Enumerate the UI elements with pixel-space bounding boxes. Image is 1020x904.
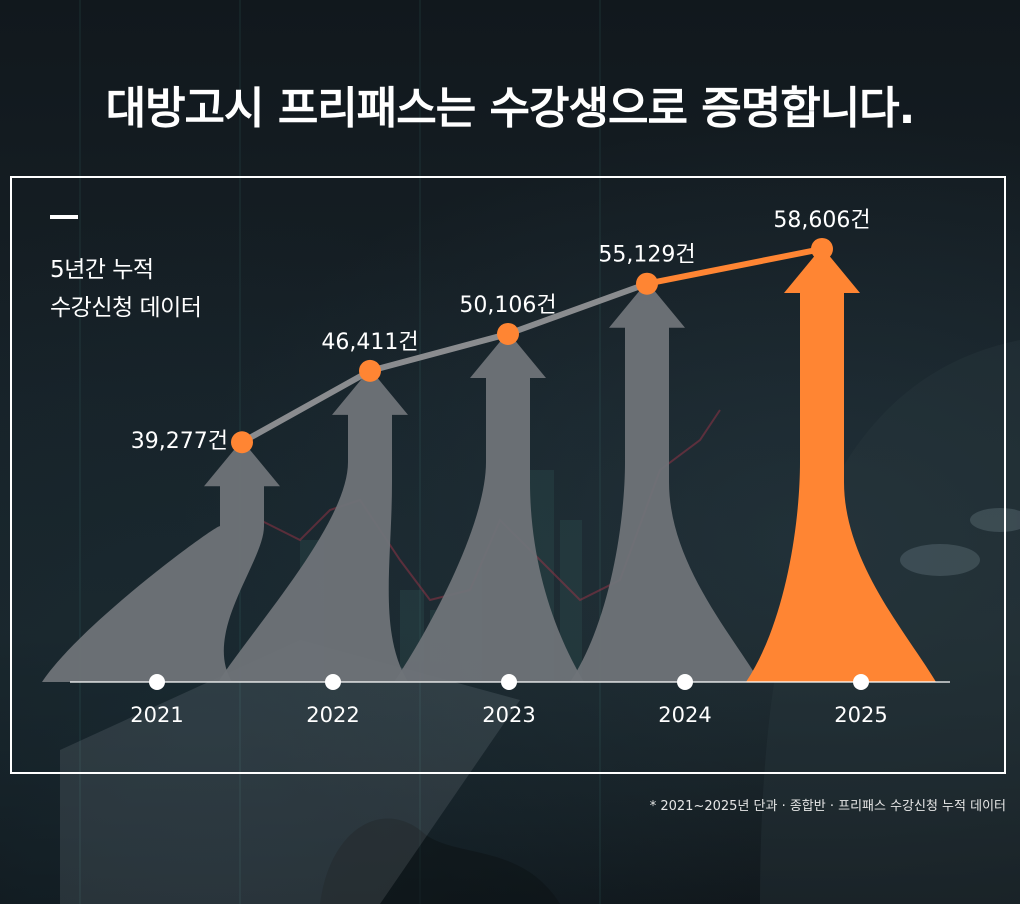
footnote: * 2021~2025년 단과 · 종합반 · 프리패스 수강신청 누적 데이터 [649,799,1006,814]
growth-arrow-2024 [570,281,760,682]
value-label: 46,411건 [321,330,418,355]
data-point-2024 [636,272,658,295]
year-tick-dot [501,674,517,690]
growth-arrow-2022 [218,368,408,682]
year-tick-label: 2025 [834,703,887,727]
page-headline: 대방고시 프리패스는 수강생으로 증명합니다. [105,83,916,134]
growth-arrow-2021 [42,440,280,682]
trend-segment [239,367,373,446]
year-tick-dot [325,674,341,690]
growth-arrow-2025 [746,246,936,682]
data-point-2021 [231,431,253,454]
label-dash [50,215,78,219]
trend-segment [644,245,825,287]
year-tick-label: 2022 [306,703,359,727]
value-label: 55,129건 [598,243,695,268]
year-tick-dot [853,674,869,690]
side-label-line2: 수강신청 데이터 [50,295,202,321]
data-point-2023 [497,322,519,345]
trend-segment [505,280,650,337]
year-tick-dot [149,674,165,690]
growth-arrow-2023 [394,331,584,682]
year-tick-label: 2023 [482,703,535,727]
year-tick-label: 2024 [658,703,711,727]
data-point-2022 [359,359,381,382]
data-point-2025 [811,237,833,260]
trend-segment [367,330,511,374]
chart-frame [10,176,1006,774]
year-tick-dot [677,674,693,690]
year-tick-label: 2021 [130,703,183,727]
value-label: 58,606건 [773,208,870,233]
value-label: 39,277건 [131,429,228,454]
value-label: 50,106건 [459,293,556,318]
side-label-line1: 5년간 누적 [50,257,154,283]
